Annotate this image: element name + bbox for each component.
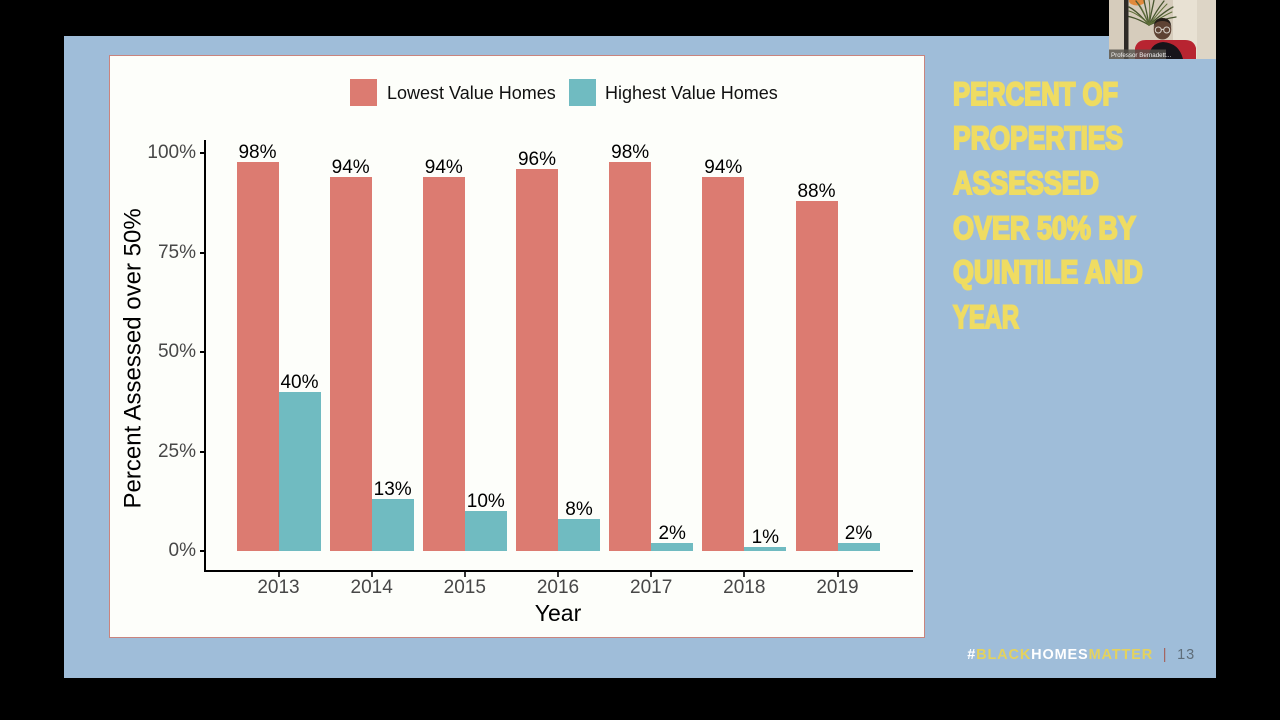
svg-text:Professor Bernadett...: Professor Bernadett... — [1111, 52, 1171, 59]
